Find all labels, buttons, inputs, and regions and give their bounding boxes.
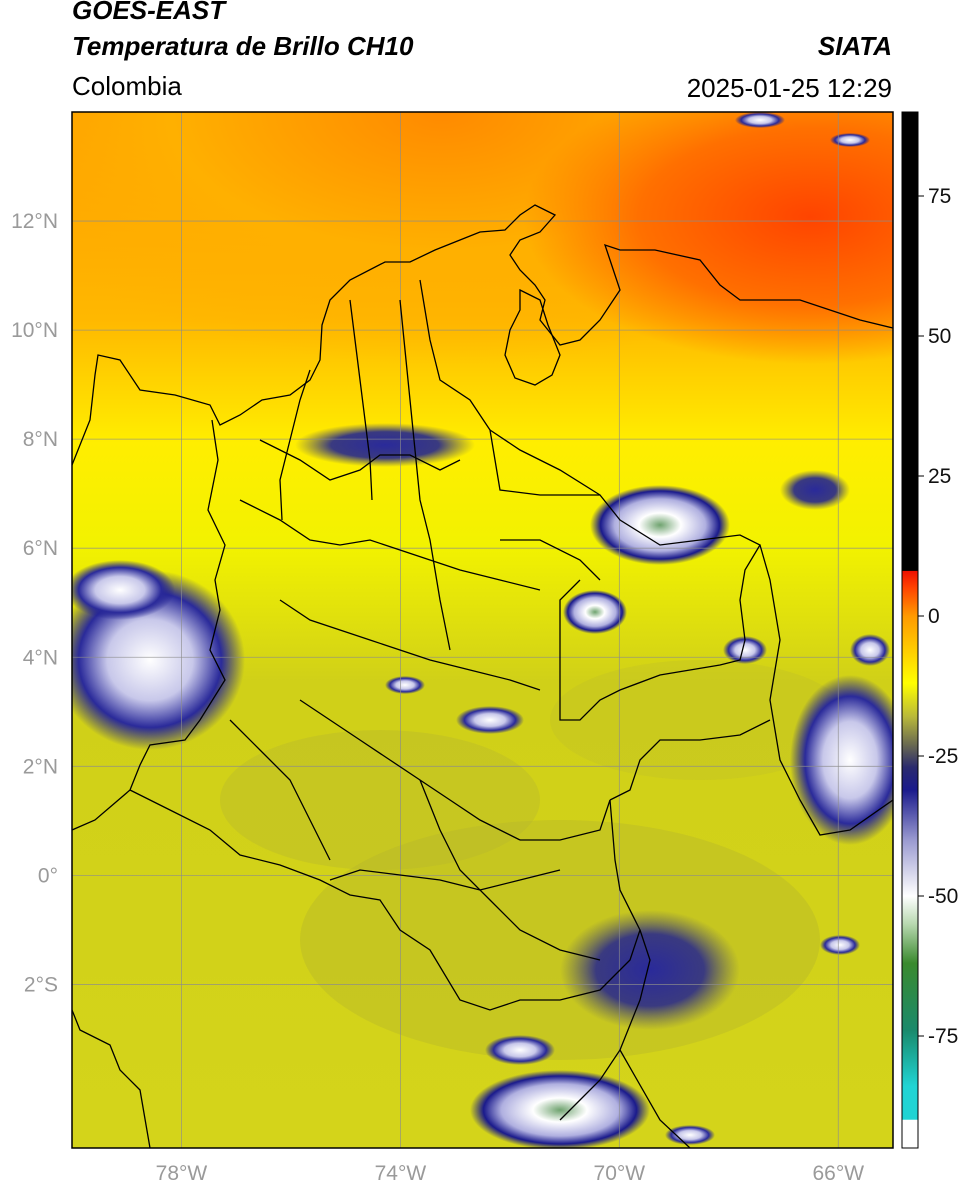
brand-label: SIATA: [817, 31, 892, 61]
lat-tick-label: 8°N: [23, 428, 58, 451]
colorbar-tick-label: 0: [928, 605, 940, 628]
lon-tick-label: 74°W: [375, 1162, 427, 1185]
lat-tick-label: 10°N: [11, 319, 58, 342]
lat-tick-label: 12°N: [11, 210, 58, 233]
region-label: Colombia: [72, 71, 182, 101]
colorbar-tick-label: 50: [928, 325, 951, 348]
colorbar-tick-label: -25: [928, 745, 958, 768]
map-grid: [72, 112, 893, 1148]
cloud-cluster-llanos: [590, 485, 730, 565]
satellite-title: GOES-EAST: [72, 0, 226, 25]
lat-tick-label: 0°: [38, 864, 58, 887]
lon-tick-label: 70°W: [594, 1162, 646, 1185]
map-frame: [71, 111, 894, 1149]
colorbar-ticks: 75 50 25 0 -25 -50 -75: [918, 185, 958, 1048]
timestamp-label: 2025-01-25 12:29: [686, 73, 892, 103]
lon-tick-label: 66°W: [812, 1162, 864, 1185]
lon-tick-label: 78°W: [156, 1162, 208, 1185]
latitude-ticks: 12°N 10°N 8°N 6°N 4°N 2°N 0° 2°S: [11, 210, 58, 996]
colorbar-gradient: [902, 112, 918, 1148]
lat-tick-label: 4°N: [23, 646, 58, 669]
colorbar-tick-label: 75: [928, 185, 951, 208]
cloud-cluster-magdalena: [295, 423, 475, 467]
cloud-cluster-amazon: [560, 910, 740, 1030]
product-title: Temperatura de Brillo CH10: [72, 31, 414, 61]
colorbar-tick-label: -50: [928, 885, 958, 908]
temperature-field: [72, 112, 893, 1148]
colorbar: 75 50 25 0 -25 -50 -75: [901, 111, 958, 1149]
colorbar-tick-label: -75: [928, 1025, 958, 1048]
colorbar-frame: [901, 111, 919, 1149]
political-borders: [72, 204, 893, 1148]
lat-tick-label: 6°N: [23, 537, 58, 560]
lat-tick-label: 2°S: [24, 973, 58, 996]
lat-tick-label: 2°N: [23, 755, 58, 778]
cloud-cluster-east: [790, 675, 893, 845]
colorbar-tick-label: 25: [928, 465, 951, 488]
longitude-ticks: 78°W 74°W 70°W 66°W: [156, 1162, 865, 1185]
